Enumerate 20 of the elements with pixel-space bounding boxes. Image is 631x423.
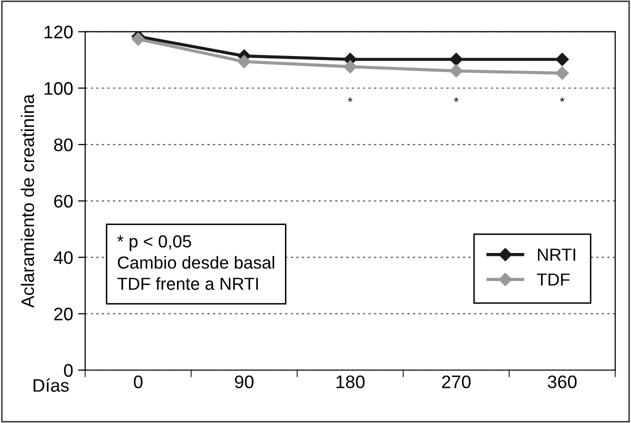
- x-tick-label: 270: [442, 375, 471, 388]
- annotation: *: [560, 97, 564, 102]
- x-tick-label: 180: [336, 375, 365, 388]
- annotation: * p < 0,05 Cambio desde basal TDF frente a NRTI: [117, 235, 274, 290]
- y-tick-label: 40: [54, 251, 73, 264]
- y-axis-title: Aclaramiento de creatinina: [20, 94, 34, 308]
- legend-label: TDF: [536, 274, 570, 286]
- annotation: *: [454, 97, 458, 102]
- x-tick-label: 90: [235, 375, 254, 388]
- x-tick-label: 360: [548, 375, 577, 388]
- x-tick-label: 0: [134, 375, 143, 388]
- y-tick-label: 60: [54, 194, 73, 208]
- y-tick-label: 120: [44, 26, 73, 38]
- y-tick-label: 0: [64, 364, 73, 377]
- x-axis-title: Días: [34, 378, 69, 392]
- y-tick-label: 20: [54, 308, 73, 320]
- annotation: *: [348, 97, 352, 102]
- y-tick-label: 100: [44, 82, 73, 95]
- legend-label: NRTI: [538, 248, 576, 261]
- y-tick-label: 80: [54, 138, 73, 152]
